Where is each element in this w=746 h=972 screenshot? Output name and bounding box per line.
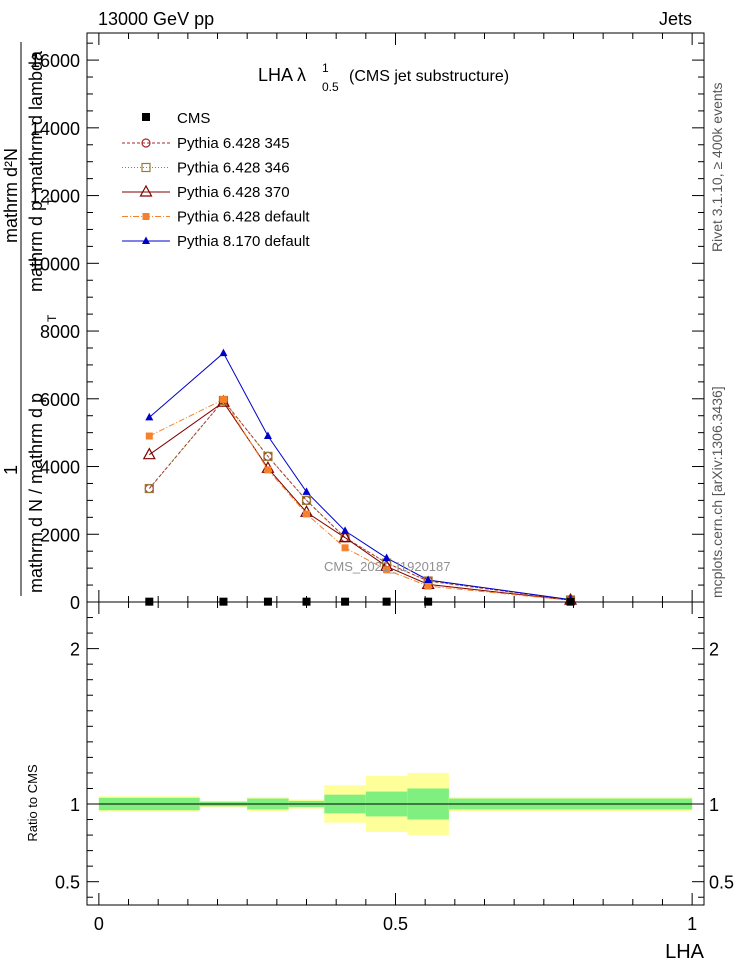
cms-point [302,597,311,606]
ratio-plot-frame [86,601,705,906]
y-tick-label: 12000 [30,187,80,207]
series-point [145,432,153,440]
ratio-y-tick-label-right: 0.5 [709,873,734,893]
rivet-version-label: Rivet 3.1.10, ≥ 400k events [709,82,725,252]
y-label-denominator-rest: mathrm d lambda [26,50,46,191]
ratio-y-tick-label-right: 2 [709,640,719,660]
legend-label: Pythia 6.428 370 [177,184,290,201]
cms-point [219,597,228,606]
header-jets-label: Jets [658,9,692,29]
series-point [302,487,311,495]
legend-label: Pythia 8.170 default [177,233,310,250]
header-energy-label: 13000 GeV pp [98,9,215,29]
series-line [148,352,571,601]
chart-title: LHA λ [258,65,306,85]
series-line [149,398,571,601]
series-point [145,412,154,421]
y-label-prefix: 1 [1,465,21,475]
legend-marker [139,184,153,197]
y-tick-label: 10000 [30,254,80,274]
series-point [263,431,272,440]
series-point [263,451,273,461]
y-label-numerator: mathrm d²N [1,148,21,243]
legend: CMS Pythia 6.428 345 Pythia 6.428 346 Pyth… [122,110,310,250]
x-tick-label: 1 [687,914,697,934]
cms-point [263,597,272,606]
series-point [144,483,154,494]
y-tick-label: 0 [70,593,80,613]
series-line [148,399,571,601]
series-markers [142,348,578,605]
series-point [382,553,391,561]
series-point [142,447,156,460]
series-line [149,401,571,601]
ratio-y-tick-label: 0.5 [55,873,80,893]
cms-point [566,597,575,606]
series-point [219,348,228,357]
chart-title-superscript: 1 [322,61,329,75]
y-label-prefix-den: mathrm d N / mathrm d p [26,393,46,593]
y-label-denominator: mathrm d p [26,201,46,292]
y-tick-label: 8000 [40,322,80,342]
series-lines [148,352,571,601]
y-label-denominator-sub: T [45,197,59,205]
series-point [219,395,227,403]
series-point [303,510,311,518]
mcplots-reference-label: mcplots.cern.ch [arXiv:1306.3436] [709,386,725,598]
ratio-y-tick-label: 1 [70,795,80,815]
legend-marker [142,213,150,220]
x-tick-label: 0 [94,914,104,934]
main-y-axis-label: 1 mathrm d N / mathrm d p T mathrm d²N m… [1,42,59,596]
legend-label-cms: CMS [177,110,210,127]
legend-marker [141,162,151,173]
y-tick-label: 14000 [30,119,80,139]
y-tick-label: 4000 [40,458,80,478]
legend-marker [142,236,150,244]
series-point [341,544,349,552]
axis-tick-labels: 0 0.5 1 0 2000 4000 6000 8000 10000 12000 14000 160… [30,51,734,934]
cms-point [424,597,433,606]
legend-label: Pythia 6.428 default [177,209,310,226]
cms-point [145,597,154,606]
x-axis-label: LHA [665,941,705,963]
series-point [424,575,433,583]
analysis-watermark: CMS_2021_I1920187 [324,559,451,574]
series-point [301,495,312,505]
legend-marker-cms [142,113,150,121]
cms-point [341,597,350,606]
y-tick-label: 16000 [30,51,80,71]
series-point [264,466,272,474]
legend-label: Pythia 6.428 346 [177,160,290,177]
chart-title-suffix: (CMS jet substructure) [349,68,509,85]
legend-marker [141,138,151,148]
y-tick-label: 6000 [40,390,80,410]
series-point [341,526,350,534]
series-point [383,566,391,574]
legend-label: Pythia 6.428 345 [177,135,290,152]
ratio-y-axis-label: Ratio to CMS [25,764,40,842]
x-tick-label: 0.5 [383,914,408,934]
cms-data-markers [145,597,575,606]
series-point [338,530,352,543]
series-point [424,582,432,590]
y-label-prefix-den-sub: T [45,314,59,322]
ratio-y-tick-label-right: 1 [709,795,719,815]
chart-title-subscript: 0.5 [322,80,339,94]
y-tick-label: 2000 [40,525,80,545]
cms-point [382,597,391,606]
ratio-y-tick-label: 2 [70,640,80,660]
